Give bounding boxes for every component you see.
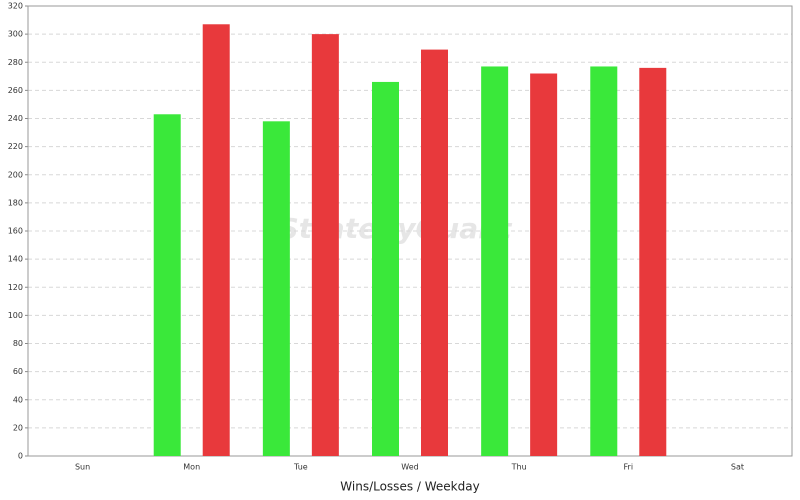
bar [530, 73, 558, 456]
x-tick-label: Mon [183, 463, 200, 472]
y-tick-label: 140 [8, 255, 23, 264]
x-tick-label: Wed [401, 463, 418, 472]
y-tick-label: 300 [8, 30, 23, 39]
y-tick-label: 180 [8, 198, 23, 207]
bar [311, 34, 339, 456]
y-tick-label: 20 [13, 423, 23, 432]
bar [421, 49, 448, 456]
y-tick-label: 200 [8, 170, 23, 179]
bar [262, 121, 290, 456]
x-tick-label: Tue [293, 463, 308, 472]
y-tick-label: 160 [8, 227, 23, 236]
x-tick-label: Sat [731, 463, 744, 472]
y-tick-label: 240 [8, 114, 23, 123]
y-tick-label: 120 [8, 283, 23, 292]
bar [153, 114, 181, 456]
bar [590, 66, 618, 456]
bar [481, 66, 509, 456]
bar [202, 24, 230, 456]
bar [639, 67, 667, 456]
x-tick-label: Sun [75, 463, 90, 472]
bar [372, 81, 399, 456]
x-tick-label: Fri [624, 463, 634, 472]
y-tick-label: 280 [8, 58, 23, 67]
y-tick-label: 320 [8, 2, 23, 11]
y-tick-label: 220 [8, 142, 23, 151]
y-tick-label: 260 [8, 86, 23, 95]
y-tick-label: 80 [13, 339, 23, 348]
y-tick-label: 60 [13, 367, 23, 376]
x-axis-label: Wins/Losses / Weekday [340, 480, 479, 494]
plot-border [27, 5, 793, 457]
y-tick-label: 40 [13, 395, 23, 404]
y-tick-label: 100 [8, 311, 23, 320]
x-tick-label: Thu [511, 463, 527, 472]
y-tick-label: 0 [18, 452, 23, 461]
